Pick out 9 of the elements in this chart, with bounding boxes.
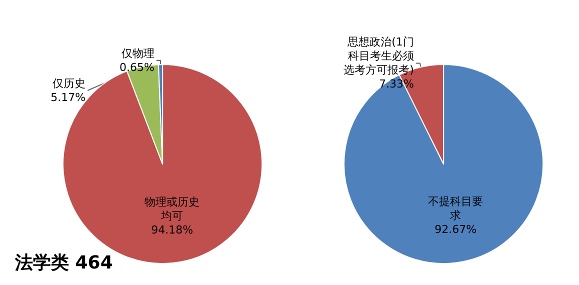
slice-label: 仅历史 <box>52 77 86 90</box>
slice-label: 思想政治(1门科目考生必须选考方可报考) <box>344 36 414 77</box>
slice-label: 物理或历史均可 <box>144 195 200 222</box>
slice-label: 不提科目要求 <box>428 194 484 222</box>
text: 法学类 464 <box>14 252 113 274</box>
data-label: 5.17% <box>50 91 86 104</box>
data-label: 92.67% <box>434 222 477 236</box>
data-label: 94.18% <box>151 223 194 236</box>
slice-label: 仅物理 <box>121 47 154 60</box>
